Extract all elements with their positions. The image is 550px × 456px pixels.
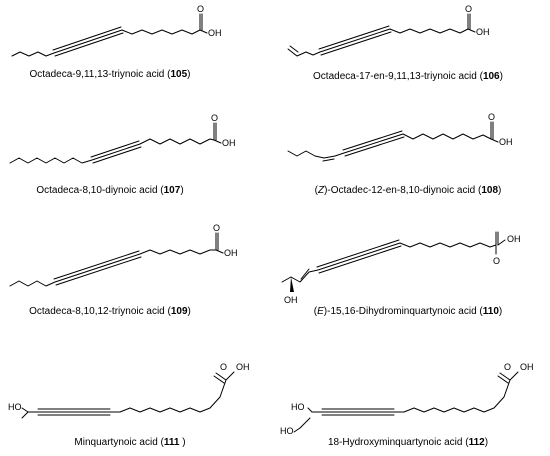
triple-bonds-105 (53, 29, 123, 54)
hydroxyl-label-111-secondary: HO (8, 402, 22, 412)
hydroxyl-label-112-secondary: HO (291, 402, 305, 412)
caption-108: (Z)-Octadec-12-en-8,10-diynoic acid (108… (315, 185, 502, 196)
stereo-wedge-110 (290, 277, 294, 292)
hydroxyl-label-110-secondary: OH (284, 295, 298, 305)
chain-112-head (403, 379, 511, 413)
caption-112: 18-Hydroxyminquartynoic acid (112) (328, 437, 488, 448)
carbonyl-o-110: O (493, 256, 500, 266)
carbonyl-o-106: O (465, 4, 472, 14)
chain-106-tail (287, 48, 321, 57)
hydroxyl-label-111: OH (236, 362, 250, 372)
compound-109: O OH Octadeca-8,10,12-triynoic acid (109… (9, 223, 238, 317)
compound-106: O OH Octadeca-17-en-9,11,13-triynoic aci… (287, 4, 503, 82)
chain-108-head (402, 133, 492, 140)
compound-111: HO O OH Minquartynoic acid (111 ) (8, 362, 250, 448)
caption-106: Octadeca-17-en-9,11,13-triynoic acid (10… (313, 71, 503, 82)
hydroxyl-label-112-primary: HO (280, 426, 294, 436)
chain-108-tail (287, 150, 336, 159)
chain-107-tail (9, 157, 93, 164)
caption-105: Octadeca-9,11,13-triynoic acid (105) (29, 69, 190, 80)
carbonyl-o-105: O (197, 4, 204, 14)
compound-108: O OH (Z)-Octadec-12-en-8,10-diynoic acid… (287, 112, 513, 196)
caption-111: Minquartynoic acid (111 ) (74, 437, 185, 448)
carbonyl-o-111: O (220, 362, 227, 372)
compound-105: O OH Octadeca-9,11,13-triynoic acid (105… (11, 4, 222, 80)
compound-110: OH O OH (E)-15,16-Dihydrominquartynoic a… (281, 231, 521, 317)
chain-105-head (121, 29, 201, 35)
hydroxyl-label-109: OH (224, 248, 238, 258)
caption-107: Octadeca-8,10-diynoic acid (107) (36, 185, 183, 196)
hydroxyl-label-105: OH (208, 28, 222, 38)
hydroxyl-label-108: OH (499, 137, 513, 147)
chain-111-head (119, 379, 227, 413)
carbonyl-o-112: O (504, 362, 511, 372)
carbonyl-o-108: O (488, 112, 495, 122)
hydroxyl-label-107: OH (222, 138, 236, 148)
chain-109-head (139, 249, 217, 255)
chain-105-tail (11, 51, 55, 57)
chain-106-head (389, 28, 469, 34)
methyl-110 (281, 276, 292, 283)
hydroxyl-label-106: OH (476, 27, 490, 37)
carbonyl-o-109: O (213, 223, 220, 233)
hydroxyl-label-110: OH (507, 234, 521, 244)
caption-110: (E)-15,16-Dihydrominquartynoic acid (110… (314, 306, 502, 317)
compound-112: HO HO O OH 18-Hydroxyminquartynoic acid … (280, 362, 534, 448)
carbonyl-o-107: O (211, 113, 218, 123)
hydroxyl-label-112: OH (520, 362, 534, 372)
chain-109-tail (9, 280, 56, 287)
chain-107-head (139, 138, 215, 145)
chain-110-head (399, 242, 497, 248)
caption-109: Octadeca-8,10,12-triynoic acid (109) (29, 306, 191, 317)
compound-107: O OH Octadeca-8,10-diynoic acid (107) (9, 113, 236, 196)
